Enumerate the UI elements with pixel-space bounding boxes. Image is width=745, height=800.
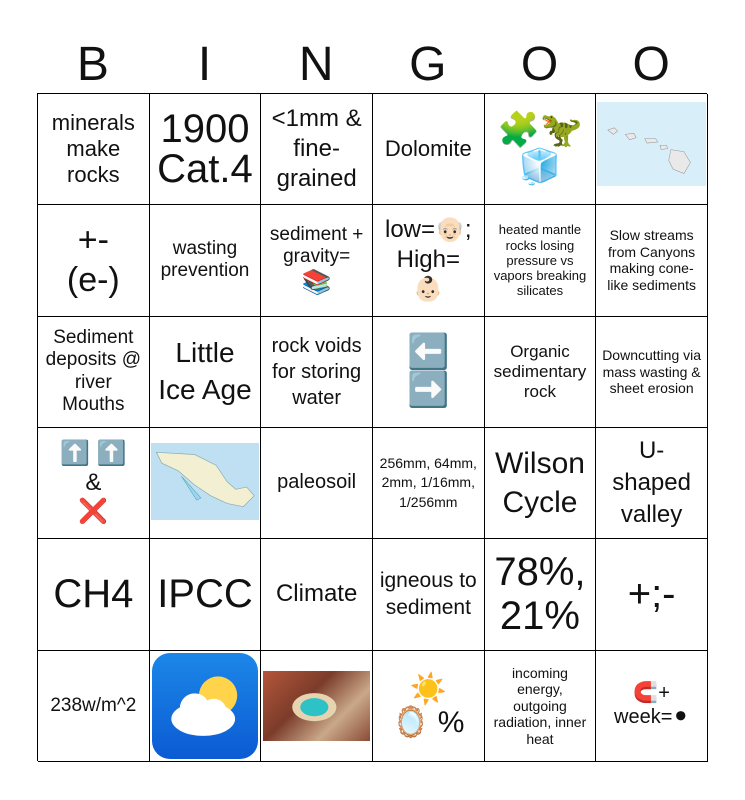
cell-text: minerals make rocks xyxy=(51,110,135,188)
cell-text: heated mantle rocks losing pressure vs v… xyxy=(493,222,587,299)
bingo-cell[interactable]: 238w/m^2 xyxy=(38,650,150,762)
bingo-cell[interactable]: 78%, 21% xyxy=(484,539,597,651)
cell-text: +;- xyxy=(627,571,676,616)
bingo-cell[interactable]: heated mantle rocks losing pressure vs v… xyxy=(484,205,597,317)
bingo-cell[interactable]: Downcutting via mass wasting & sheet ero… xyxy=(596,316,708,428)
up-arrows-icon: ⬆️ ⬆️ xyxy=(60,439,127,467)
baby-icon: 👶🏻 xyxy=(413,276,444,304)
cell-text: IPCC xyxy=(157,571,253,616)
bingo-cell[interactable] xyxy=(149,427,262,540)
bingo-cell[interactable]: paleosoil xyxy=(261,427,373,540)
header-letter: O xyxy=(520,37,559,91)
hawaii-map-image xyxy=(597,102,706,187)
cell-text: paleosoil xyxy=(277,471,357,494)
bingo-cell[interactable]: ☀️ 🪞 % xyxy=(372,650,485,762)
cell-text: & xyxy=(85,469,102,497)
bingo-cell[interactable]: Sediment deposits @ river Mouths xyxy=(38,316,150,428)
cell-text: wasting prevention xyxy=(160,238,250,282)
cell-text: Climate xyxy=(275,580,358,608)
bingo-cell[interactable] xyxy=(596,94,708,206)
header-letter: N xyxy=(298,37,334,91)
cell-text: Sediment deposits @ river Mouths xyxy=(45,327,141,416)
cell-text: +- xyxy=(77,220,109,259)
bingo-cell[interactable]: ⬆️ ⬆️ & ❌ xyxy=(38,427,150,540)
cell-text: 78%, xyxy=(494,550,586,595)
bingo-cell[interactable]: 256mm, 64mm, 2mm, 1/16mm, 1/256mm xyxy=(372,427,485,540)
header-letter: G xyxy=(409,37,447,91)
cell-text: low=👴🏻; xyxy=(385,216,472,244)
bingo-cell[interactable]: CH4 xyxy=(38,539,150,651)
cell-text: Little Ice Age xyxy=(158,337,252,405)
cross-mark-icon: ❌ xyxy=(78,498,109,526)
bingo-cell[interactable] xyxy=(149,650,262,762)
header-letter: O xyxy=(632,37,670,91)
bingo-cell[interactable]: IPCC xyxy=(149,539,262,651)
sun-icon: ☀️ xyxy=(409,672,447,706)
cell-text: U-shaped valley xyxy=(612,436,691,529)
bingo-cell[interactable]: Wilson Cycle xyxy=(484,427,597,540)
cell-text: Wilson Cycle xyxy=(494,447,585,520)
bingo-cell[interactable]: Little Ice Age xyxy=(149,316,262,428)
bingo-cell[interactable]: <1mm & fine-grained xyxy=(261,94,373,206)
mexico-map-image xyxy=(150,442,260,521)
bingo-cell[interactable]: Climate xyxy=(261,539,373,651)
bingo-cell[interactable]: 🧩🦖🧊 xyxy=(484,94,597,206)
cell-text: Downcutting via mass wasting & sheet ero… xyxy=(602,347,702,397)
bingo-cell[interactable]: sediment + gravity= 📚 xyxy=(261,205,373,317)
cell-text: (e-) xyxy=(66,261,120,300)
bingo-cell[interactable]: 🧲+ week=⚫ xyxy=(596,650,708,762)
cell-text: 238w/m^2 xyxy=(50,694,137,716)
cell-text: Dolomite xyxy=(384,136,472,162)
cell-text: 256mm, 64mm, 2mm, 1/16mm, 1/256mm xyxy=(379,454,477,510)
cell-text: igneous to sediment xyxy=(379,569,477,620)
bingo-cell[interactable]: Dolomite xyxy=(372,94,485,206)
books-icon: 📚 xyxy=(301,268,332,296)
weather-app-icon xyxy=(151,652,259,759)
bingo-cell[interactable]: 1900 Cat.4 xyxy=(149,94,262,206)
bingo-cell[interactable]: low=👴🏻; High= 👶🏻 xyxy=(372,205,485,317)
cell-text: Cat.4 xyxy=(157,147,253,192)
bingo-cell[interactable]: Slow streams from Canyons making cone-li… xyxy=(596,205,708,317)
cell-text: week=⚫ xyxy=(614,705,690,728)
mirror-percent-icon: 🪞 % xyxy=(392,705,465,739)
bingo-cell[interactable]: incoming energy, outgoing radiation, inn… xyxy=(484,650,597,762)
cell-text: incoming energy, outgoing radiation, inn… xyxy=(493,664,587,747)
bingo-cell[interactable]: Organic sedimentary rock xyxy=(484,316,597,428)
bingo-card: minerals make rocks 1900 Cat.4 <1mm & fi… xyxy=(37,93,708,762)
left-arrow-icon: ⬅️ xyxy=(407,333,450,372)
aerial-crater-image xyxy=(263,670,370,741)
cell-text: Organic sedimentary rock xyxy=(493,341,587,401)
bingo-cell[interactable]: wasting prevention xyxy=(149,205,262,317)
cell-text: <1mm & fine-grained xyxy=(271,105,362,193)
bingo-cell[interactable] xyxy=(261,650,373,762)
bingo-cell[interactable]: U-shaped valley xyxy=(596,427,708,540)
header-letter: I xyxy=(197,37,212,91)
puzzle-dinosaur-ice-icons: 🧩🦖🧊 xyxy=(497,110,583,187)
cell-text: rock voids for storing water xyxy=(271,334,362,409)
bingo-header: B I N G O O xyxy=(37,36,707,92)
cell-text: 1900 xyxy=(160,107,250,152)
cell-text: sediment + gravity= xyxy=(269,223,364,268)
bingo-cell[interactable]: rock voids for storing water xyxy=(261,316,373,428)
bingo-cell[interactable]: igneous to sediment xyxy=(372,539,485,651)
right-arrow-icon: ➡️ xyxy=(407,370,450,409)
cell-text: Slow streams from Canyons making cone-li… xyxy=(607,227,696,293)
bingo-cell[interactable]: +;- xyxy=(596,539,708,651)
bingo-cell[interactable]: ⬅️ ➡️ xyxy=(372,316,485,428)
cell-text: CH4 xyxy=(53,571,134,616)
magnet-icon: 🧲+ xyxy=(633,682,670,705)
bingo-cell[interactable]: +- (e-) xyxy=(38,205,150,317)
header-letter: B xyxy=(76,37,109,91)
cell-text: High= xyxy=(396,246,460,274)
bingo-cell[interactable]: minerals make rocks xyxy=(38,94,150,206)
cell-text: 21% xyxy=(499,594,580,639)
